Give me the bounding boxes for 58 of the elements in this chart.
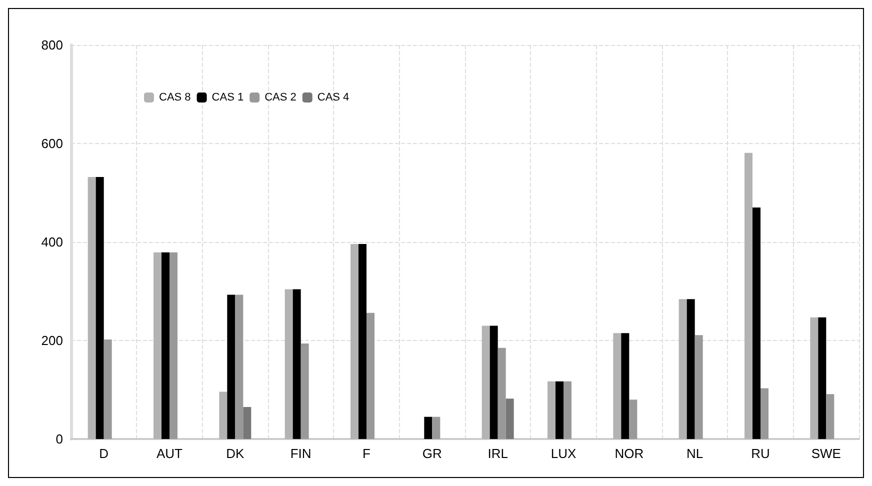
x-tick-label: IRL	[488, 446, 508, 461]
bar	[227, 294, 236, 439]
bar	[219, 392, 228, 439]
bar	[292, 289, 301, 439]
bar	[88, 176, 96, 439]
bar	[424, 416, 432, 439]
bar	[490, 326, 498, 439]
bar	[826, 394, 834, 439]
bar	[564, 381, 572, 439]
bar	[432, 416, 440, 439]
bar	[235, 294, 244, 439]
bar	[482, 326, 490, 439]
bar	[613, 333, 622, 439]
y-tick-label: 0	[56, 432, 63, 446]
bar	[760, 388, 768, 439]
legend-label: CAS 2	[264, 92, 296, 104]
bar	[752, 208, 760, 439]
bar	[162, 252, 170, 439]
bar	[694, 335, 703, 439]
x-tick-label: AUT	[156, 446, 183, 461]
bar	[678, 299, 687, 439]
bar	[818, 317, 826, 439]
bar	[170, 252, 178, 439]
bar	[548, 381, 556, 439]
legend-label: CAS 8	[159, 92, 191, 104]
bar	[629, 400, 638, 439]
bar	[556, 381, 564, 439]
x-tick-label: NOR	[614, 446, 644, 461]
bar	[358, 244, 366, 439]
bar	[96, 176, 104, 439]
x-tick-label: DK	[226, 446, 245, 461]
y-tick-label: 800	[41, 38, 63, 52]
bar	[350, 244, 358, 439]
y-tick-label: 600	[41, 136, 63, 151]
x-tick-label: NL	[686, 446, 704, 461]
bar	[243, 406, 252, 439]
x-tick-label: D	[99, 446, 109, 461]
bar	[810, 317, 818, 439]
x-tick-label: LUX	[550, 446, 576, 461]
x-tick-label: RU	[751, 446, 770, 461]
bar	[621, 333, 630, 439]
bar	[366, 312, 374, 439]
legend-label: CAS 1	[212, 92, 244, 104]
bar	[104, 340, 112, 439]
legend-label: CAS 4	[317, 92, 350, 104]
bar	[498, 348, 506, 439]
bar	[300, 343, 309, 439]
y-tick-label: 400	[41, 234, 63, 250]
x-tick-label: GR	[422, 446, 442, 461]
x-tick-label: F	[362, 446, 371, 461]
bar	[154, 252, 162, 439]
bar	[284, 289, 293, 439]
x-tick-label: FIN	[290, 446, 312, 461]
bar	[506, 398, 514, 439]
x-tick-label: SWE	[811, 446, 842, 461]
bar	[744, 152, 752, 439]
y-tick-label: 200	[41, 333, 63, 348]
bar	[686, 299, 695, 439]
